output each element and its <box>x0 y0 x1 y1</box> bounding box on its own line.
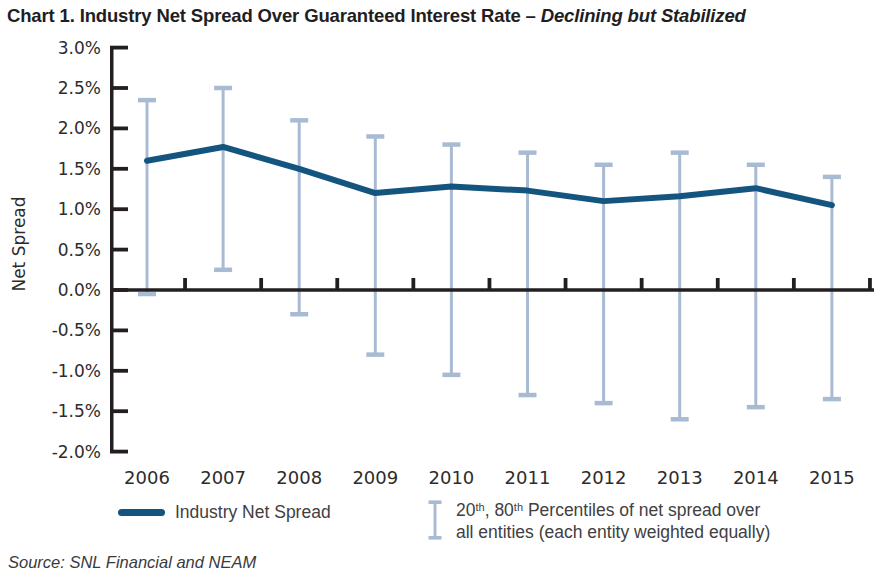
y-tick-label: 1.0% <box>58 199 101 219</box>
percentile-legend-line2: all entities (each entity weighted equal… <box>456 521 770 543</box>
x-tick-label-2009: 2009 <box>352 467 398 488</box>
y-tick-label: 3.0% <box>58 38 101 58</box>
x-tick-label-2007: 2007 <box>200 467 246 488</box>
y-tick-label: -2.0% <box>52 442 101 462</box>
source-note: Source: SNL Financial and NEAM <box>8 553 256 572</box>
y-tick-label: 0.0% <box>58 280 101 300</box>
x-tick-label-2011: 2011 <box>505 467 551 488</box>
y-tick-label: -1.5% <box>52 401 101 421</box>
error-bar-icon <box>427 499 443 541</box>
y-tick-label: -0.5% <box>52 320 101 340</box>
legend-industry-net-spread: Industry Net Spread <box>118 502 331 523</box>
x-tick-label-2008: 2008 <box>276 467 322 488</box>
x-tick-label-2006: 2006 <box>124 467 170 488</box>
y-tick-label: 2.0% <box>58 118 101 138</box>
legend-percentiles: 20th, 80th Percentiles of net spread ove… <box>427 499 770 543</box>
y-axis-title: Net Spread <box>9 196 29 291</box>
y-tick-label: 1.5% <box>58 159 101 179</box>
chart-page: Chart 1. Industry Net Spread Over Guaran… <box>0 0 894 585</box>
x-tick-label-2012: 2012 <box>581 467 627 488</box>
x-tick-label-2010: 2010 <box>428 467 474 488</box>
line-series-swatch <box>118 509 165 516</box>
x-tick-label-2015: 2015 <box>809 467 855 488</box>
percentile-legend-line1: 20th, 80th Percentiles of net spread ove… <box>456 499 770 521</box>
industry-net-spread-line <box>147 147 832 205</box>
x-tick-label-2014: 2014 <box>733 467 779 488</box>
y-tick-label: -1.0% <box>52 361 101 381</box>
legend-series-label: Industry Net Spread <box>175 502 331 523</box>
x-tick-label-2013: 2013 <box>657 467 703 488</box>
y-tick-label: 2.5% <box>58 78 101 98</box>
net-spread-line-chart: 3.0% 2.5% 2.0% 1.5% 1.0% 0.5% 0.0% -0.5% -1.0% -1… <box>0 0 894 585</box>
percentile-legend-label: 20th, 80th Percentiles of net spread ove… <box>456 499 770 543</box>
y-tick-label: 0.5% <box>58 240 101 260</box>
